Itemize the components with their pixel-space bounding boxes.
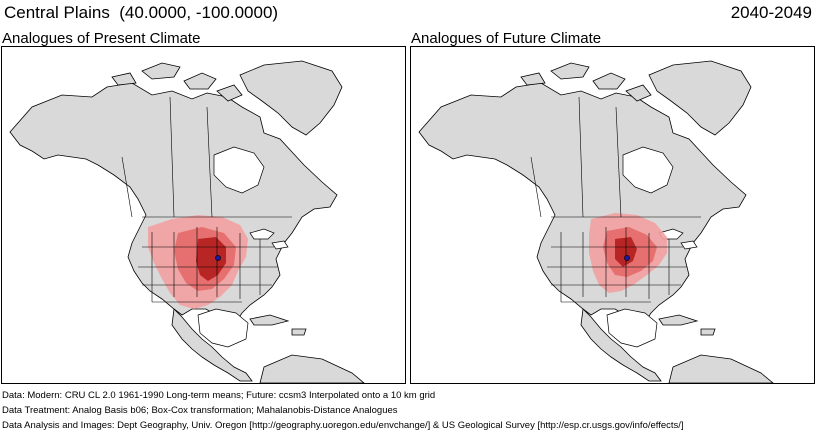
footer-treatment-line: Data Treatment: Analog Basis b06; Box-Co… [2,405,398,416]
target-location-marker [624,255,630,261]
footer-data-line: Data: Modern: CRU CL 2.0 1961-1990 Long-… [2,390,436,401]
analogue-zone-strong [196,237,226,281]
period-label: 2040-2049 [730,3,812,22]
present-climate-map [1,46,406,384]
target-location-marker [215,255,221,261]
region-title: Central Plains (40.0000, -100.0000) [4,3,279,22]
present-panel-title: Analogues of Present Climate [2,30,201,47]
footer-credits-line: Data Analysis and Images: Dept Geography… [2,420,684,431]
future-panel-title: Analogues of Future Climate [411,30,602,47]
future-climate-map [410,46,815,384]
